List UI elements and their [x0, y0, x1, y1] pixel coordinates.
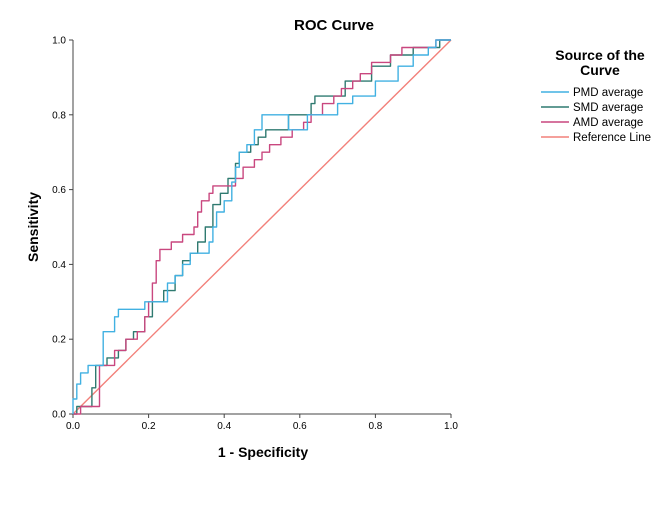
x-tick-label: 0.4 [217, 421, 231, 432]
series-line-reference-line [72, 39, 452, 415]
y-axis-label: Sensitivity [25, 192, 41, 262]
y-tick-label: 0.6 [52, 185, 66, 196]
x-tick-label: 1.0 [444, 421, 458, 432]
legend-label-smd-average: SMD average [573, 102, 643, 114]
y-tick-label: 0.0 [52, 410, 66, 421]
y-tick-label: 0.4 [52, 260, 66, 271]
chart-title: ROC Curve [294, 17, 374, 34]
y-tick-label: 1.0 [52, 36, 66, 47]
legend-title-line2: Curve [580, 62, 620, 78]
series-layer [72, 39, 452, 415]
y-tick-label: 0.2 [52, 335, 66, 346]
legend-title-line1: Source of the [555, 47, 645, 63]
legend-label-pmd-average: PMD average [573, 87, 643, 99]
y-tick-label: 0.8 [52, 110, 66, 121]
x-tick-label: 0.6 [293, 421, 307, 432]
legend: Source of the Curve PMD average SMD avera… [541, 47, 651, 144]
legend-label-amd-average: AMD average [573, 117, 643, 129]
x-tick-label: 0.0 [66, 421, 80, 432]
x-tick-label: 0.8 [368, 421, 382, 432]
x-tick-label: 0.2 [142, 421, 156, 432]
x-axis-label: 1 - Specificity [218, 444, 308, 460]
axes [72, 40, 451, 415]
legend-items: PMD average SMD average AMD average Referen… [541, 87, 651, 144]
series-line-pmd-average [72, 39, 451, 414]
ticks: 0.0 0.2 0.4 0.6 0.8 1.0 0.0 0.2 0.4 0.6 0.8 1.0 [52, 36, 458, 433]
series-line-amd-average [73, 39, 451, 415]
legend-label-reference-line: Reference Line [573, 132, 651, 144]
